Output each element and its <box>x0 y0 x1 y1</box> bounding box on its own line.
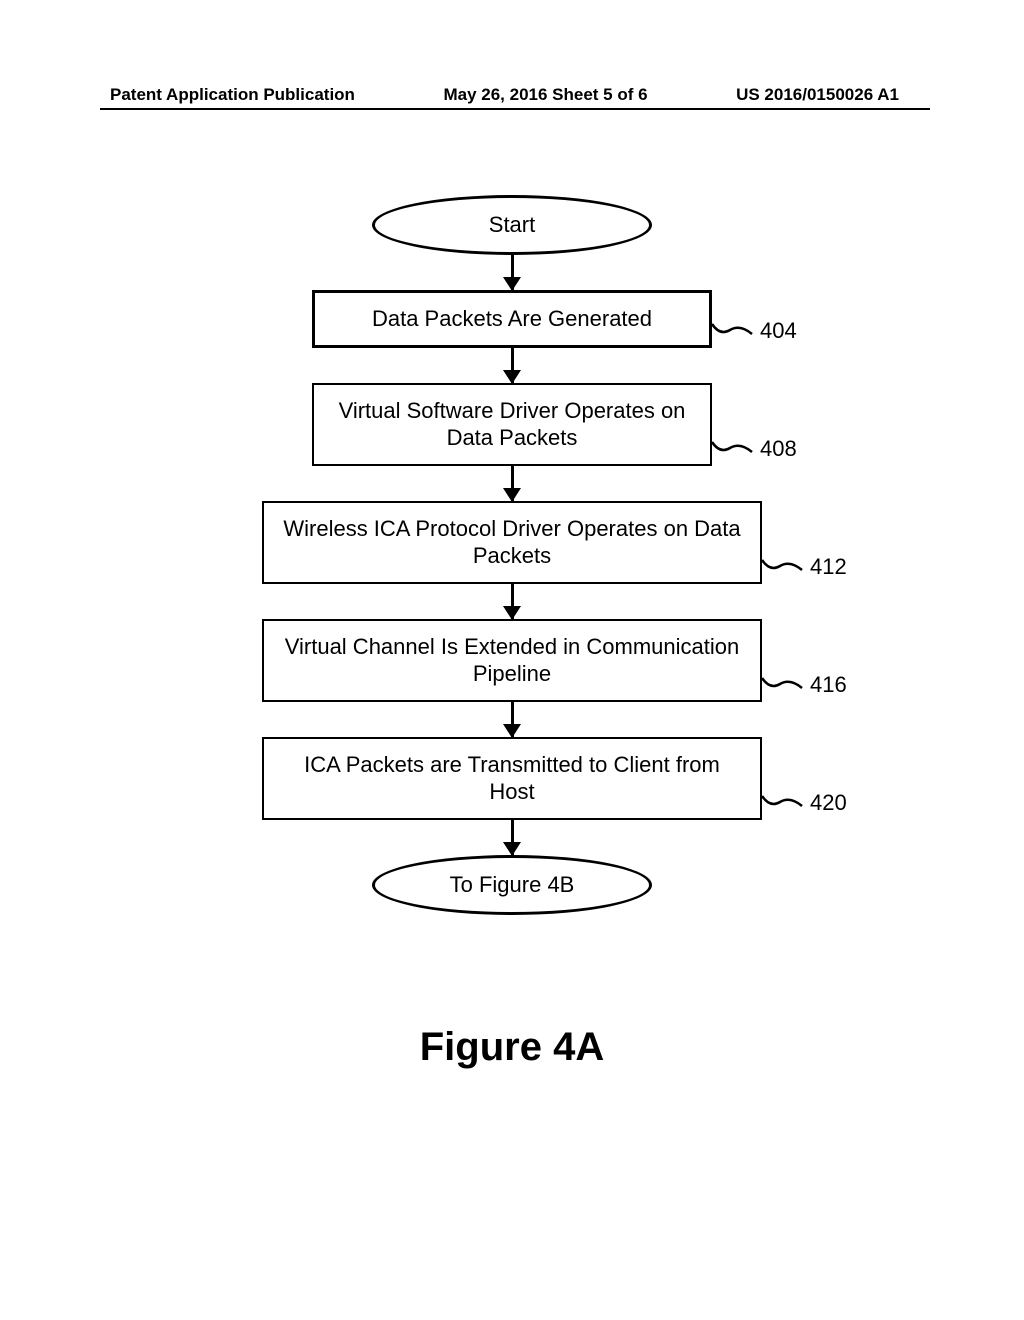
ref-tick-icon <box>710 438 754 460</box>
header-right: US 2016/0150026 A1 <box>736 85 899 105</box>
ref-tick-icon <box>760 792 804 814</box>
flow-step-row: Virtual Software Driver Operates onData … <box>0 383 1024 466</box>
process-box: Wireless ICA Protocol Driver Operates on… <box>262 501 762 584</box>
figure-caption: Figure 4A <box>0 1025 1024 1070</box>
ref-number: 408 <box>760 436 797 462</box>
page-header: Patent Application Publication May 26, 2… <box>0 85 1024 105</box>
flow-arrow <box>0 702 1024 737</box>
terminator-start: Start <box>372 195 652 255</box>
ref-tick-icon <box>760 674 804 696</box>
process-box: Virtual Software Driver Operates onData … <box>312 383 712 466</box>
header-center: May 26, 2016 Sheet 5 of 6 <box>443 85 647 105</box>
header-rule <box>100 108 930 110</box>
ref-number: 404 <box>760 318 797 344</box>
flow-arrow <box>0 584 1024 619</box>
ref-number: 416 <box>810 672 847 698</box>
flow-step-row: Virtual Channel Is Extended in Communica… <box>0 619 1024 702</box>
ref-label: 420 <box>760 790 847 816</box>
flow-arrow <box>0 820 1024 855</box>
ref-tick-icon <box>710 320 754 342</box>
flow-step-row: Wireless ICA Protocol Driver Operates on… <box>0 501 1024 584</box>
process-box: Data Packets Are Generated <box>312 290 712 348</box>
ref-tick-icon <box>760 556 804 578</box>
ref-number: 420 <box>810 790 847 816</box>
terminator-end: To Figure 4B <box>372 855 652 915</box>
header-left: Patent Application Publication <box>110 85 355 105</box>
process-box: Virtual Channel Is Extended in Communica… <box>262 619 762 702</box>
process-box: ICA Packets are Transmitted to Client fr… <box>262 737 762 820</box>
flow-arrow <box>0 466 1024 501</box>
ref-label: 404 <box>710 318 797 344</box>
flow-step-row: Data Packets Are Generated 404 <box>0 290 1024 348</box>
flow-arrow <box>0 348 1024 383</box>
ref-number: 412 <box>810 554 847 580</box>
ref-label: 408 <box>710 436 797 462</box>
flow-step-row: ICA Packets are Transmitted to Client fr… <box>0 737 1024 820</box>
flowchart: Start Data Packets Are Generated 404 Virtua… <box>0 195 1024 915</box>
ref-label: 416 <box>760 672 847 698</box>
ref-label: 412 <box>760 554 847 580</box>
flow-arrow <box>0 255 1024 290</box>
